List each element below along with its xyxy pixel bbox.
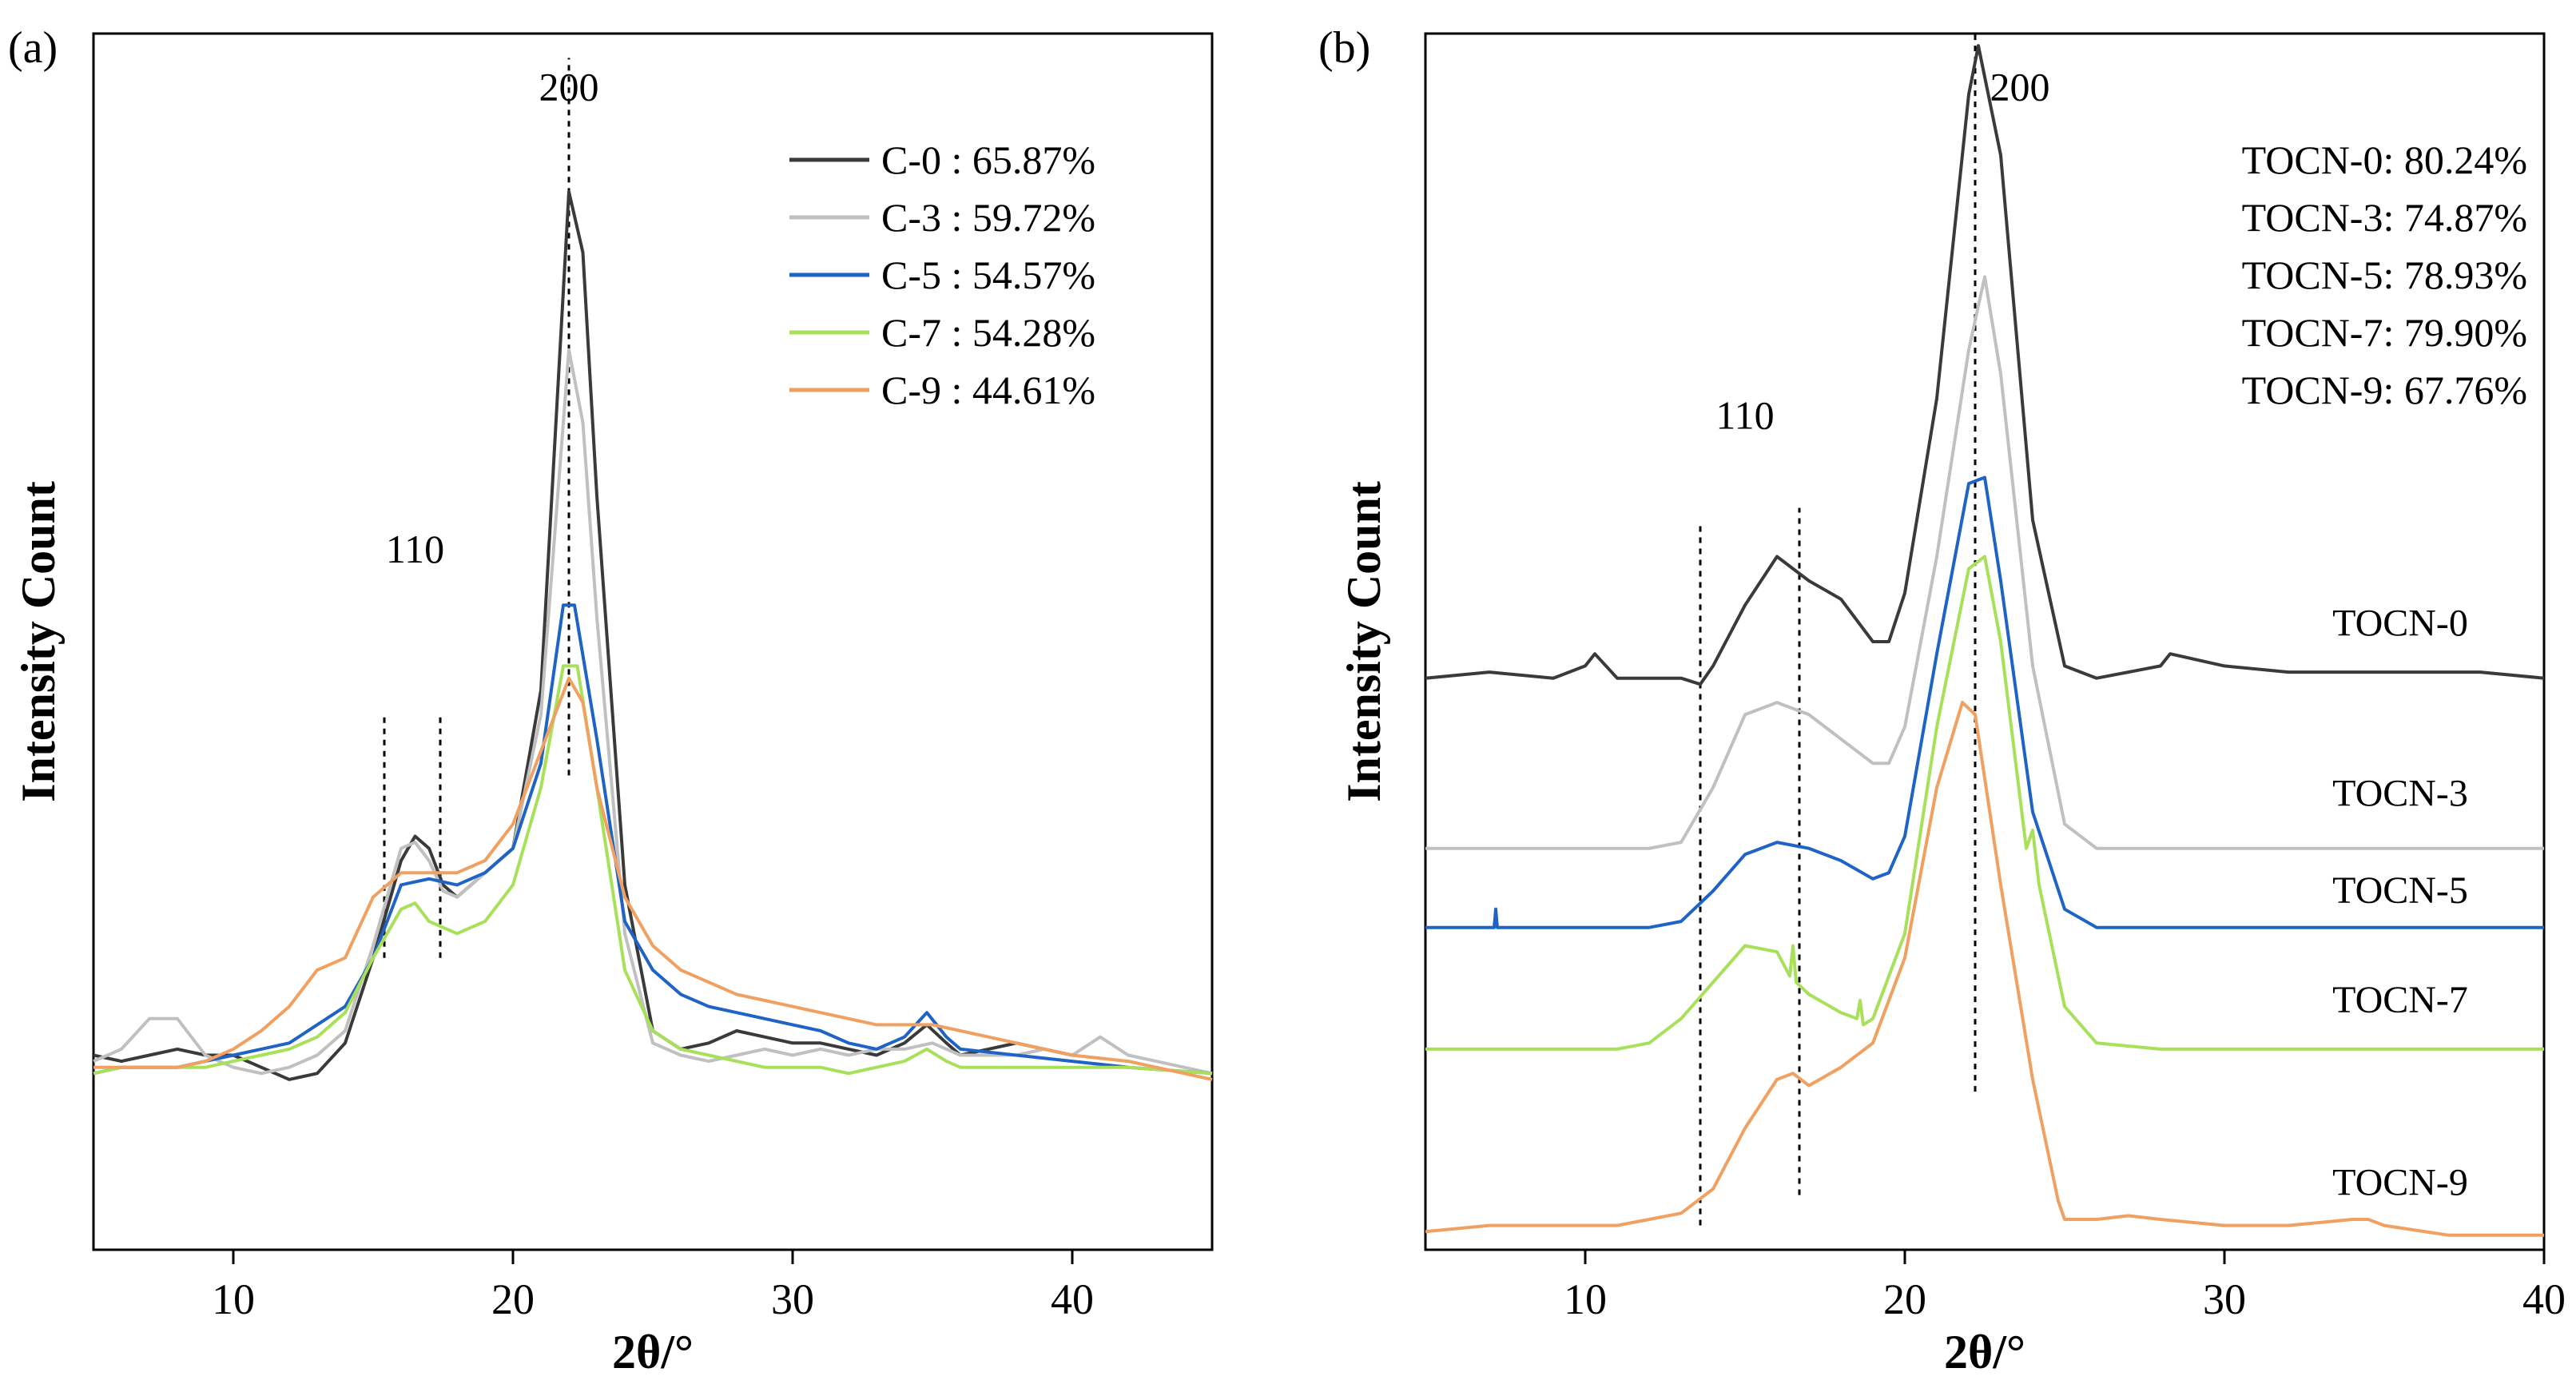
panel-a-label: (a)	[8, 23, 58, 73]
legend-label: C-5 : 54.57%	[881, 253, 1095, 297]
legend-label: C-7 : 54.28%	[881, 310, 1095, 355]
panel-a-x-axis-title: 2θ/°	[612, 1326, 694, 1378]
legend-label: C-0 : 65.87%	[881, 137, 1095, 182]
panel-b-reference-lines	[1699, 34, 1977, 1226]
series-line-c-5	[93, 603, 1213, 1076]
x-tick-label: 30	[2203, 1275, 2246, 1323]
curve-label-tocn-9: TOCN-9	[2332, 1162, 2468, 1204]
x-tick-label: 20	[491, 1275, 535, 1323]
series-line-c-0	[93, 189, 1073, 1081]
x-tick-label: 10	[212, 1275, 255, 1323]
series-line-c-9	[93, 676, 1213, 1081]
legend-label: TOCN-9: 67.76%	[2242, 368, 2527, 412]
series-line-tocn-7	[1425, 555, 2544, 1051]
x-tick-label: 20	[1883, 1275, 1926, 1323]
x-tick-label: 10	[1564, 1275, 1607, 1323]
legend-item: C-3 : 59.72%	[789, 195, 1095, 240]
panel-b-y-axis-title: Intensity Count	[1338, 481, 1390, 802]
legend-item: C-7 : 54.28%	[789, 310, 1095, 355]
x-tick-label: 30	[771, 1275, 814, 1323]
panel-b-peak-110-label: 110	[1715, 393, 1774, 438]
curve-label-tocn-3: TOCN-3	[2332, 772, 2468, 814]
panel-b-peak-200-label: 200	[1990, 65, 2050, 109]
panel-b-curves	[1425, 44, 2545, 1237]
panel-a-y-axis-title: Intensity Count	[12, 481, 65, 802]
legend-label: TOCN-0: 80.24%	[2242, 137, 2527, 182]
series-line-tocn-3	[1425, 275, 2544, 850]
legend-item: C-5 : 54.57%	[789, 253, 1095, 297]
legend-label: C-9 : 44.61%	[881, 368, 1095, 412]
panel-b-legend: TOCN-0: 80.24% TOCN-3: 74.87% TOCN-5: 78…	[2242, 137, 2527, 412]
panel-b-x-axis-title: 2θ/°	[1944, 1326, 2025, 1378]
panel-a-peak-200-label: 200	[539, 65, 599, 109]
panel-b-curve-labels: TOCN-0 TOCN-3 TOCN-5 TOCN-7 TOCN-9	[2332, 602, 2468, 1203]
panel-a-legend: C-0 : 65.87% C-3 : 59.72% C-5 : 54.57% C…	[789, 137, 1095, 412]
panel-a-reference-lines	[383, 58, 570, 958]
panel-a: (a) 10 20 30 40 200 110 C-0 : 65.87% C-3 : …	[8, 23, 1214, 1378]
legend-item: C-9 : 44.61%	[789, 368, 1095, 412]
x-tick-label: 40	[2522, 1275, 2566, 1323]
legend-label: TOCN-5: 78.93%	[2242, 253, 2527, 297]
legend-label: C-3 : 59.72%	[881, 195, 1095, 240]
panel-a-x-axis-ticks: 10 20 30 40	[212, 1250, 1094, 1323]
series-line-tocn-9	[1425, 701, 2544, 1237]
x-tick-label: 40	[1051, 1275, 1094, 1323]
legend-item: C-0 : 65.87%	[789, 137, 1095, 182]
curve-label-tocn-5: TOCN-5	[2332, 869, 2468, 912]
curve-label-tocn-7: TOCN-7	[2332, 979, 2468, 1021]
curve-label-tocn-0: TOCN-0	[2332, 602, 2468, 644]
panel-a-frame	[92, 32, 1214, 1251]
panel-b-x-axis-ticks: 10 20 30 40	[1564, 1250, 2566, 1323]
panel-a-peak-110-label: 110	[386, 527, 444, 571]
legend-label: TOCN-7: 79.90%	[2242, 310, 2527, 355]
panel-b: (b) 10 20 30 40 200 110 TOCN-0: 80.24% TOCN…	[1318, 23, 2566, 1378]
series-line-c-3	[93, 348, 1213, 1076]
panel-b-label: (b)	[1318, 23, 1370, 73]
series-line-c-7	[93, 664, 1213, 1076]
series-line-tocn-0	[1425, 44, 2545, 686]
panel-b-frame	[1424, 32, 2546, 1251]
panel-a-curves	[93, 189, 1213, 1081]
legend-label: TOCN-3: 74.87%	[2242, 195, 2527, 240]
series-line-tocn-5	[1425, 475, 2544, 929]
